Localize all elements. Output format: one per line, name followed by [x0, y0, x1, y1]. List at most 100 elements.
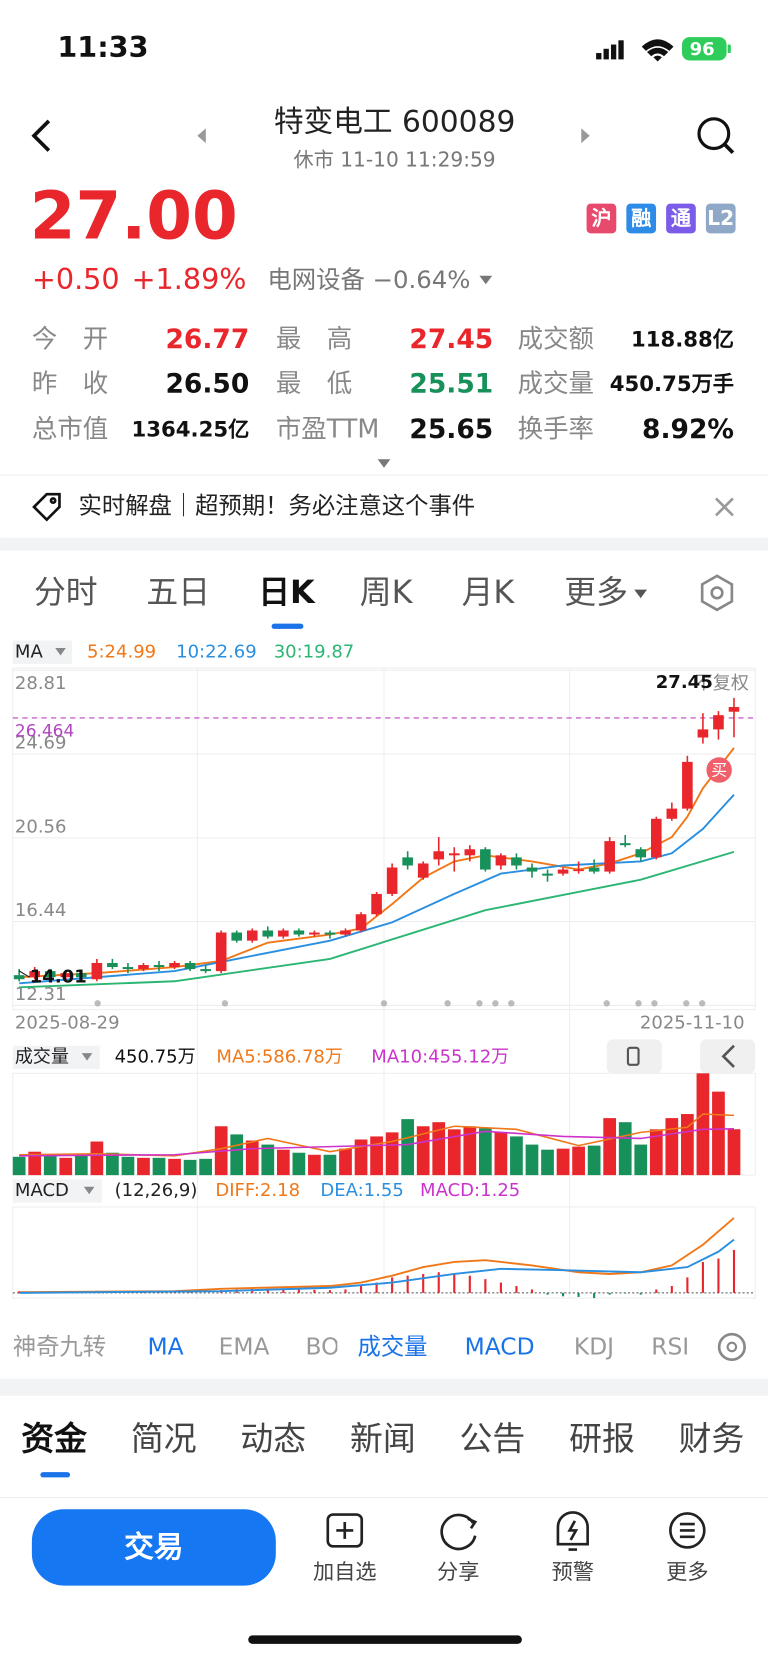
adjust-label: 不复权: [695, 673, 749, 694]
volume-bar: [665, 1118, 679, 1176]
next-stock[interactable]: [581, 128, 590, 144]
change-pct: +1.89%: [132, 262, 247, 296]
rotate-button[interactable]: [606, 1039, 662, 1074]
candle-body: [433, 851, 445, 860]
volume-bar: [152, 1157, 166, 1176]
volume-bar: [168, 1158, 181, 1176]
ma-dropdown[interactable]: [55, 648, 66, 656]
indicator-tab[interactable]: RSI: [651, 1333, 689, 1361]
volume-bar: [541, 1149, 554, 1176]
event-dot[interactable]: [683, 1000, 690, 1007]
volume-selector[interactable]: [12, 1045, 100, 1070]
sector-dropdown[interactable]: [479, 275, 493, 285]
search-button[interactable]: [697, 117, 735, 155]
chart-tab[interactable]: 日K: [258, 573, 316, 611]
indicator-tab[interactable]: MACD: [465, 1333, 535, 1361]
volume-bar: [634, 1144, 648, 1176]
chart-tab[interactable]: 分时: [34, 573, 98, 611]
volume-bar: [556, 1148, 570, 1176]
prev-stock[interactable]: [197, 128, 206, 144]
indicator-tab[interactable]: EMA: [219, 1333, 270, 1361]
action-label[interactable]: 预警: [552, 1560, 594, 1585]
volume-bar: [712, 1091, 725, 1176]
info-tab[interactable]: 资金: [21, 1419, 87, 1458]
event-dot[interactable]: [603, 1000, 610, 1007]
stat-label: 今 开: [32, 324, 108, 354]
banner-close[interactable]: [715, 497, 734, 517]
event-dot[interactable]: [635, 1000, 642, 1007]
candle-body: [324, 932, 336, 935]
candle-body: [573, 869, 584, 872]
badge-text: 沪: [591, 206, 611, 230]
chart-tab[interactable]: 月K: [462, 573, 516, 611]
trade-button[interactable]: [31, 1509, 276, 1586]
indicator-tab[interactable]: MA: [147, 1333, 183, 1361]
macd-selector[interactable]: [12, 1179, 102, 1203]
volume-bar: [603, 1118, 617, 1176]
candle-body: [635, 849, 647, 858]
indicator-tab[interactable]: BOLL: [306, 1333, 366, 1361]
chart-tab[interactable]: 周K: [360, 573, 414, 611]
candle-body: [495, 855, 507, 866]
action-label[interactable]: 更多: [666, 1560, 708, 1585]
volume-bar: [261, 1144, 275, 1176]
candle-body: [122, 967, 134, 970]
expand-stats[interactable]: [377, 459, 391, 468]
event-dot[interactable]: [698, 1000, 706, 1007]
chart-tab[interactable]: 更多: [564, 573, 628, 611]
status-time: 11:33: [57, 30, 148, 64]
sector: 电网设备 −0.64%: [267, 265, 470, 294]
volume-bar: [230, 1134, 244, 1176]
battery-level: 96: [690, 39, 715, 60]
info-tab[interactable]: 财务: [679, 1419, 745, 1458]
tab-indicator: [271, 623, 304, 629]
back-button[interactable]: [31, 119, 51, 152]
indicator-tab[interactable]: 成交量: [357, 1333, 427, 1361]
action-label[interactable]: 加自选: [313, 1560, 377, 1585]
event-dot[interactable]: [380, 1000, 388, 1007]
candle-body: [13, 975, 25, 980]
info-tab[interactable]: 动态: [240, 1419, 306, 1458]
macd-label: MACD: [15, 1180, 69, 1201]
volume-dropdown[interactable]: [81, 1053, 93, 1061]
chart-tab[interactable]: 五日: [146, 573, 210, 611]
info-tab[interactable]: 新闻: [350, 1419, 416, 1458]
volume-bar: [727, 1129, 741, 1176]
volume-bar: [276, 1149, 290, 1176]
event-dot[interactable]: [651, 1000, 658, 1007]
event-dot[interactable]: [492, 1000, 499, 1007]
stat-label: 市盈TTM: [276, 415, 379, 445]
volume-bar: [525, 1144, 539, 1176]
macd-dropdown[interactable]: [83, 1186, 95, 1195]
info-tab[interactable]: 研报: [569, 1419, 635, 1458]
event-dot[interactable]: [94, 1000, 101, 1007]
buy-label: 买: [711, 761, 727, 780]
event-dot[interactable]: [444, 1000, 451, 1007]
info-tab[interactable]: 公告: [460, 1419, 526, 1458]
volume-bar: [463, 1126, 477, 1176]
volume-bar: [245, 1140, 259, 1176]
event-dot[interactable]: [221, 1000, 229, 1007]
macd-value: MACD:1.25: [420, 1180, 520, 1201]
ma-line: [19, 850, 735, 989]
action-label[interactable]: 分享: [437, 1560, 479, 1585]
stat-label: 最 低: [276, 369, 352, 399]
candle-body: [278, 930, 289, 937]
candle-body: [619, 843, 631, 846]
ma-label: MA: [15, 641, 44, 662]
indicator-tab[interactable]: KDJ: [574, 1333, 614, 1361]
indicator-tab[interactable]: 神奇九转: [13, 1333, 106, 1361]
indicator-settings[interactable]: [717, 1332, 746, 1361]
event-dot[interactable]: [508, 1000, 515, 1007]
event-dot[interactable]: [476, 1000, 483, 1007]
banner-text[interactable]: 实时解盘｜超预期！务必注意这个事件: [79, 491, 476, 519]
collapse-button[interactable]: [700, 1039, 756, 1074]
stat-value: 450.75万手: [610, 372, 734, 397]
chart-settings[interactable]: [700, 574, 734, 612]
candle-body: [402, 857, 413, 866]
info-tab[interactable]: 简况: [131, 1419, 197, 1458]
ma-selector[interactable]: [12, 640, 73, 664]
min-pointer: [18, 970, 31, 978]
macd-line: [19, 1217, 735, 1294]
stat-value: 27.45: [409, 324, 493, 355]
